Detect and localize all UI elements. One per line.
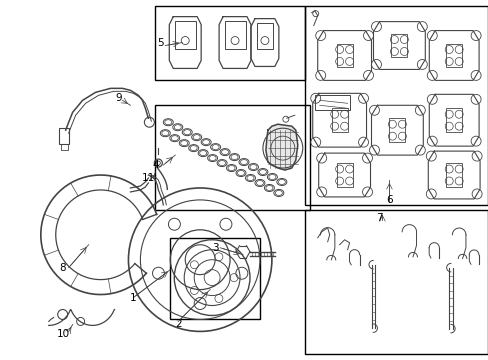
Text: 2: 2 [175, 319, 181, 329]
Polygon shape [265, 124, 297, 170]
Text: 1: 1 [130, 293, 137, 302]
Bar [446, 108, 461, 132]
Text: 10: 10 [57, 329, 70, 339]
Bar [446, 163, 461, 187]
Bar [390, 33, 407, 58]
Text: 9: 9 [115, 93, 122, 103]
Bar [314, 95, 349, 110]
Text: 5: 5 [157, 37, 163, 48]
Text: 7: 7 [375, 213, 382, 223]
Text: 3: 3 [211, 243, 218, 253]
Bar [446, 44, 461, 67]
Bar [256, 23, 272, 49]
Bar [175, 21, 196, 49]
Bar [224, 21, 245, 49]
Bar [336, 163, 352, 187]
Bar [155, 6, 304, 80]
Bar [304, 210, 487, 354]
Bar [155, 105, 309, 210]
Text: 4: 4 [152, 160, 158, 170]
Bar [170, 238, 260, 319]
Text: 6: 6 [386, 195, 392, 205]
Bar [59, 128, 68, 144]
Text: 11: 11 [142, 173, 155, 183]
Bar [61, 144, 67, 150]
Text: 8: 8 [59, 263, 66, 273]
Bar [304, 6, 487, 205]
Bar [336, 44, 352, 67]
Bar [331, 108, 347, 132]
Bar [388, 118, 405, 142]
